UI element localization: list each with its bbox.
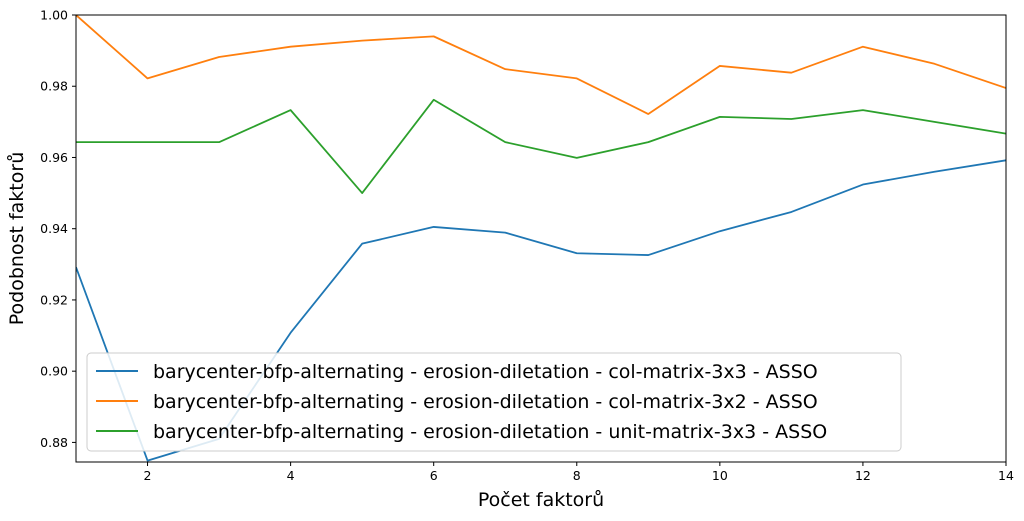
legend-label: barycenter-bfp-alternating - erosion-dil…: [153, 391, 818, 413]
x-tick-label: 10: [712, 468, 728, 483]
x-axis-label: Počet faktorů: [478, 489, 604, 511]
legend-label: barycenter-bfp-alternating - erosion-dil…: [153, 361, 818, 383]
y-axis-ticks: 0.88 0.90 0.92 0.94 0.96 0.98 1.00: [40, 8, 76, 450]
x-tick-label: 12: [855, 468, 871, 483]
y-tick-label: 0.88: [40, 435, 68, 450]
series-line-3: [76, 98, 1006, 194]
x-axis-ticks: 2 4 6 8 10 12 14: [144, 462, 1014, 483]
y-tick-label: 0.98: [40, 79, 68, 94]
y-tick-label: 1.00: [40, 8, 68, 23]
x-tick-label: 4: [287, 468, 295, 483]
y-tick-label: 0.94: [40, 221, 68, 236]
y-axis-label: Podobnost faktorů: [6, 152, 28, 325]
x-tick-label: 8: [573, 468, 581, 483]
legend-box: [86, 352, 902, 452]
legend: barycenter-bfp-alternating - erosion-dil…: [86, 352, 902, 452]
y-tick-label: 0.96: [40, 150, 68, 165]
x-tick-label: 14: [998, 468, 1014, 483]
x-tick-label: 2: [144, 468, 152, 483]
series-line-2: [76, 15, 1006, 115]
x-tick-label: 6: [430, 468, 438, 483]
legend-label: barycenter-bfp-alternating - erosion-dil…: [153, 421, 827, 443]
y-tick-label: 0.90: [40, 364, 68, 379]
plot-frame: [75, 14, 1007, 463]
y-tick-label: 0.92: [40, 292, 68, 307]
